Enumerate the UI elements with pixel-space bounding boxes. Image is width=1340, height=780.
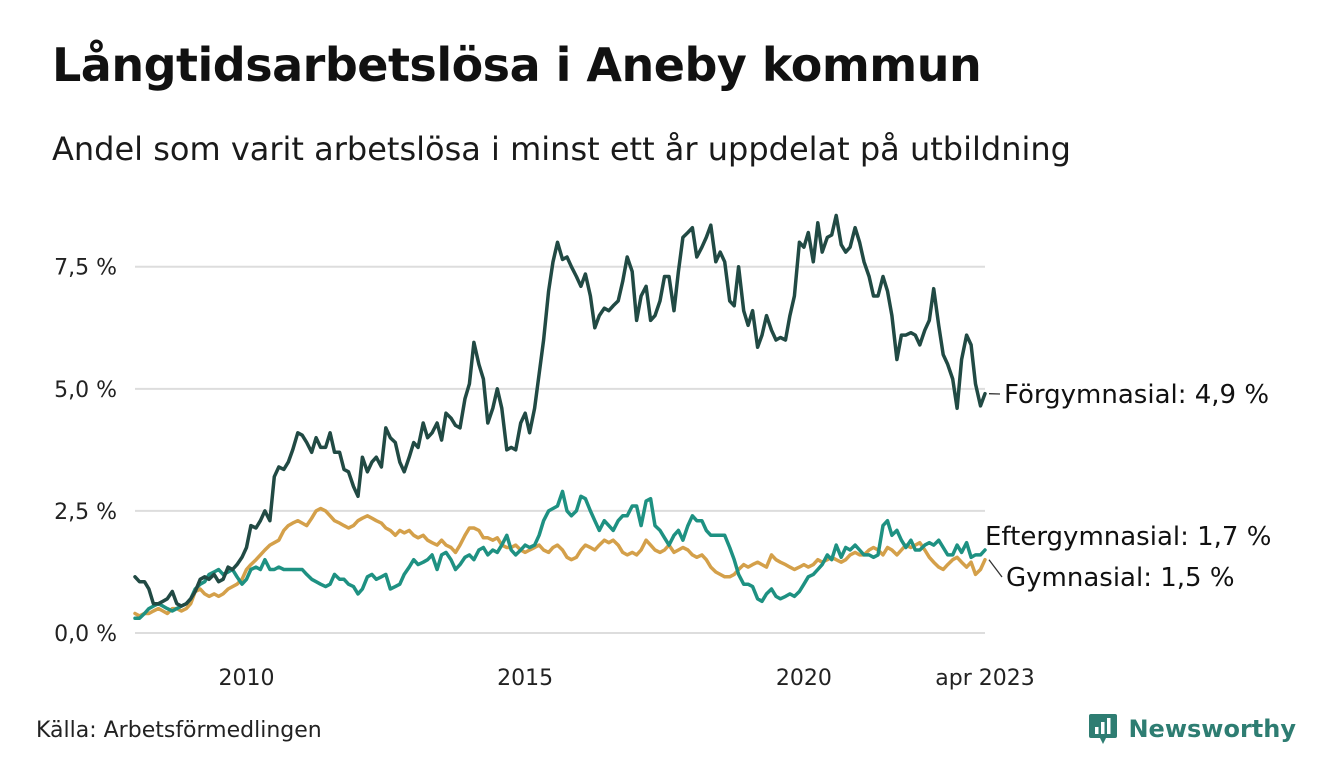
series-line-gymnasial: [133, 506, 987, 618]
x-tick-label: apr 2023: [935, 666, 1034, 691]
y-tick-label: 5,0 %: [54, 378, 117, 403]
end-label-forgymnasial: Förgymnasial: 4,9 %: [1004, 380, 1269, 410]
end-labels: Förgymnasial: 4,9 % Eftergymnasial: 1,7 %…: [985, 380, 1271, 593]
x-axis-labels: 2010 2015 2020 apr 2023: [218, 666, 1034, 691]
y-tick-label: 2,5 %: [54, 500, 117, 525]
newsworthy-logo-icon: [1089, 714, 1118, 744]
x-tick-label: 2010: [218, 666, 274, 691]
end-label-eftergymnasial: Eftergymnasial: 1,7 %: [985, 522, 1271, 552]
brand-name: Newsworthy: [1128, 715, 1296, 743]
series-line-forgymnasial: [133, 213, 987, 608]
x-tick-label: 2020: [776, 666, 832, 691]
chart-subtitle: Andel som varit arbetslösa i minst ett å…: [52, 130, 1071, 168]
grid-lines: [135, 265, 985, 634]
chart-title: Långtidsarbetslösa i Aneby kommun: [52, 38, 982, 92]
line-chart: 0,0 % 2,5 % 5,0 % 7,5 % 2010 2015 2020 apr 202…: [54, 213, 1271, 691]
brand-logo[interactable]: Newsworthy: [1088, 712, 1296, 746]
y-tick-label: 7,5 %: [54, 256, 117, 281]
y-tick-label: 0,0 %: [54, 622, 117, 647]
series-lines: [133, 213, 987, 621]
source-note: Källa: Arbetsförmedlingen: [36, 718, 322, 743]
series-line-eftergymnasial: [133, 489, 987, 621]
end-label-gymnasial: Gymnasial: 1,5 %: [1006, 563, 1235, 593]
leader-line-gymnasial: [988, 559, 1003, 578]
x-tick-label: 2015: [497, 666, 553, 691]
y-axis-labels: 0,0 % 2,5 % 5,0 % 7,5 %: [54, 256, 117, 647]
